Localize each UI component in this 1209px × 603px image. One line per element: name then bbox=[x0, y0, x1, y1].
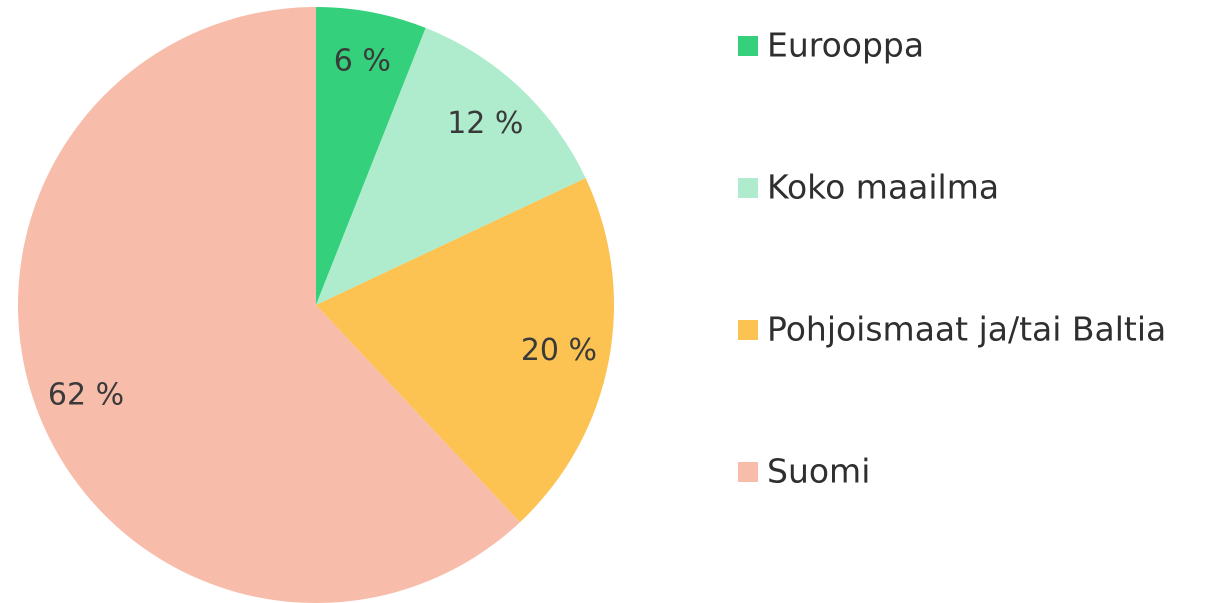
legend-swatch bbox=[738, 320, 758, 340]
slice-label: 6 % bbox=[334, 44, 391, 79]
legend-swatch bbox=[738, 36, 758, 56]
legend-label: Koko maailma bbox=[767, 168, 999, 207]
slice-label: 62 % bbox=[48, 378, 124, 413]
slice-label: 20 % bbox=[521, 333, 597, 368]
legend-swatch bbox=[738, 178, 758, 198]
legend-label: Pohjoismaat ja/tai Baltia bbox=[767, 310, 1166, 349]
legend-swatch bbox=[738, 462, 758, 482]
pie-slice bbox=[316, 7, 426, 305]
slice-label: 12 % bbox=[447, 106, 523, 141]
pie-slice bbox=[316, 27, 586, 306]
legend-label: Suomi bbox=[767, 452, 870, 491]
pie-slice bbox=[316, 178, 615, 523]
legend-label: Eurooppa bbox=[767, 26, 924, 65]
pie-slice bbox=[17, 7, 520, 603]
